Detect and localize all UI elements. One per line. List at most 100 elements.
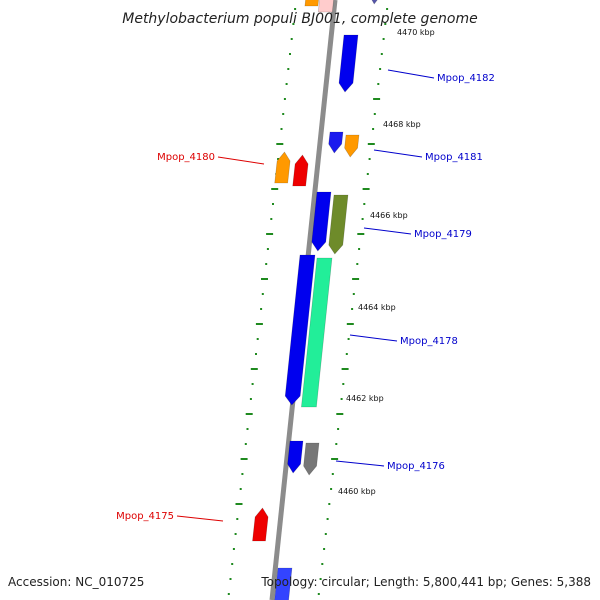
grid-dot — [386, 8, 389, 10]
grid-tick — [240, 458, 248, 460]
feature-blue-4176[interactable] — [287, 440, 304, 474]
grid-dot — [255, 353, 257, 355]
grid-dot — [232, 548, 235, 550]
feature-mpop-4180[interactable] — [292, 154, 309, 187]
feature-slate-top[interactable] — [369, 0, 381, 5]
gene-label-mpop-4181[interactable]: Mpop_4181 — [425, 152, 483, 163]
grid-dot — [227, 593, 230, 595]
kbp-marker: 4462 kbp — [346, 394, 384, 403]
genome-summary-text: Topology: circular; Length: 5,800,441 bp… — [260, 575, 591, 589]
grid-dot — [366, 173, 369, 175]
grid-dot — [368, 158, 371, 160]
grid-dot — [342, 383, 345, 385]
gene-label-mpop-4180[interactable]: Mpop_4180 — [157, 152, 215, 163]
grid-dot — [246, 428, 249, 430]
feature-mpop-4178[interactable] — [301, 257, 333, 408]
kbp-markers: 4470 kbp 4468 kbp 4466 kbp 4464 kbp 4462 kbp… — [338, 28, 435, 496]
grid-dot — [328, 503, 331, 505]
gene-labels: Mpop_4182 Mpop_4181 Mpop_4180 Mpop_4179 Mpop… — [116, 69, 495, 522]
gene-features — [252, 0, 381, 600]
grid-tick — [271, 188, 279, 190]
label-leader-line — [349, 334, 398, 342]
kbp-marker: 4466 kbp — [370, 211, 408, 220]
label-leader-line — [335, 460, 385, 467]
grid-tick — [255, 323, 263, 325]
grid-dot — [352, 293, 355, 295]
feature-mpop-4175[interactable] — [252, 507, 269, 542]
feature-mpop-4181[interactable] — [344, 134, 360, 158]
feature-blue-4179[interactable] — [311, 191, 332, 252]
gene-label-mpop-4182[interactable]: Mpop_4182 — [437, 73, 495, 84]
grid-dot — [331, 473, 334, 475]
label-leader-line — [387, 69, 435, 79]
grid-dot — [335, 443, 338, 445]
grid-dot — [377, 83, 380, 85]
grid-dot — [379, 68, 382, 70]
feature-orange-top[interactable] — [304, 0, 319, 7]
grid-tick — [336, 413, 344, 415]
grid-dot — [270, 218, 273, 220]
grid-tick — [250, 368, 258, 370]
kbp-marker: 4464 kbp — [358, 303, 396, 312]
grid-dot — [319, 578, 322, 580]
label-leader-line — [363, 227, 412, 235]
grid-dot — [277, 158, 280, 160]
feature-orange-left[interactable] — [274, 151, 291, 184]
grid-dot — [347, 338, 350, 340]
grid-tick — [367, 143, 375, 145]
grid-dot — [282, 113, 285, 115]
grid-tick — [357, 233, 365, 235]
grid-dot — [373, 113, 376, 115]
grid-dot — [280, 128, 283, 130]
grid-dot — [326, 518, 329, 520]
gene-label-mpop-4175[interactable]: Mpop_4175 — [116, 511, 174, 522]
grid-dot — [266, 248, 269, 250]
grid-dot — [340, 398, 343, 400]
gene-label-mpop-4176[interactable]: Mpop_4176 — [387, 461, 445, 472]
grid-dot — [356, 263, 359, 265]
grid-dot — [361, 218, 364, 220]
grid-tick — [373, 98, 381, 100]
feature-pink-top[interactable] — [317, 0, 334, 13]
grid-dot — [285, 83, 288, 85]
grid-dot — [260, 308, 263, 310]
grid-tick — [245, 413, 253, 415]
grid-dot — [317, 593, 320, 595]
gene-label-mpop-4179[interactable]: Mpop_4179 — [414, 229, 472, 240]
grid-dot — [337, 428, 340, 430]
feature-blue-small[interactable] — [328, 131, 344, 154]
grid-dot — [251, 383, 254, 385]
dotted-grid-lines — [227, 8, 389, 595]
map-title: Methylobacterium populi BJ001, complete … — [122, 11, 478, 27]
grid-tick — [331, 458, 339, 460]
grid-tick — [276, 143, 284, 145]
kbp-marker: 4460 kbp — [338, 487, 376, 496]
grid-dot — [229, 578, 232, 580]
grid-dot — [249, 398, 252, 400]
grid-dot — [272, 203, 274, 205]
grid-tick — [266, 233, 274, 235]
gene-label-mpop-4178[interactable]: Mpop_4178 — [400, 336, 458, 347]
grid-dot — [261, 293, 264, 295]
feature-mpop-4176[interactable] — [303, 442, 320, 476]
feature-blue-bottom[interactable] — [274, 567, 293, 600]
grid-dot — [244, 443, 247, 445]
grid-dot — [290, 38, 293, 40]
accession-text: Accession: NC_010725 — [8, 575, 144, 589]
feature-blue-long[interactable] — [284, 254, 316, 406]
grid-dot — [265, 263, 268, 265]
feature-mpop-4182[interactable] — [338, 34, 359, 93]
grid-dot — [283, 98, 286, 100]
grid-dot — [323, 548, 326, 550]
feature-mpop-4179[interactable] — [328, 194, 349, 255]
grid-dot — [384, 23, 387, 25]
grid-dot — [345, 353, 348, 355]
grid-dot — [351, 308, 354, 310]
grid-dot — [321, 563, 324, 565]
grid-tick — [235, 503, 243, 505]
grid-tick — [341, 368, 349, 370]
grid-tick — [346, 323, 354, 325]
grid-dot — [292, 23, 295, 25]
grid-dot — [363, 203, 366, 205]
